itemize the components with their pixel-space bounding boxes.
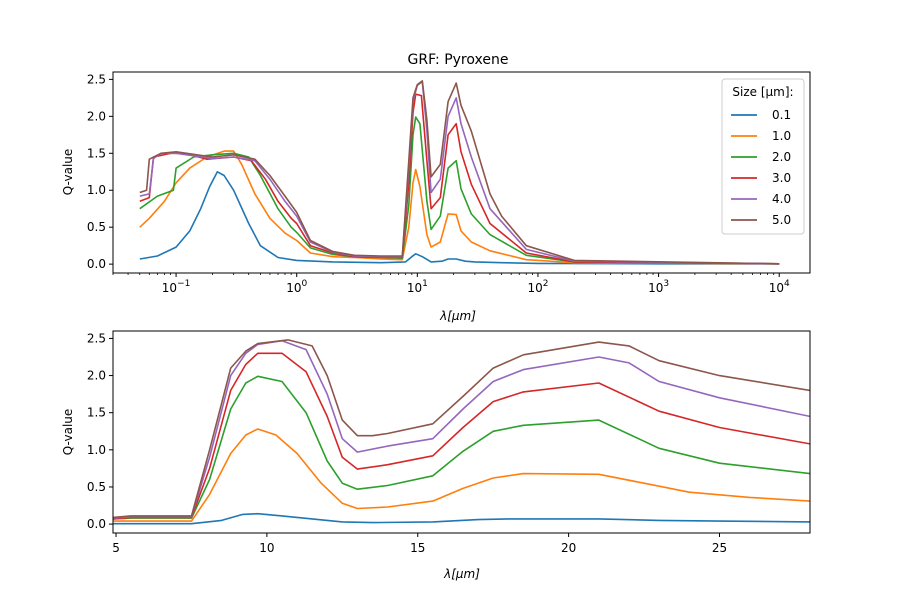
legend: Size [μm]: 0.1 1.0 2.0 3.0 4.0 5.0 [721,78,805,235]
series-line-0.1 [113,512,810,525]
legend-entry-label: 1.0 [772,129,791,143]
y-tick-label: 1.0 [87,183,106,197]
x-tick-label: 103 [648,279,669,295]
series-line-1.0 [113,428,810,522]
y-axis-label: Q-value [61,409,75,456]
legend-entry-label: 0.1 [772,108,791,122]
series-line-0.1 [139,171,780,265]
x-tick-label: 102 [527,279,548,295]
legend-entry-label: 3.0 [772,171,791,185]
y-tick-label: 0.0 [87,517,106,531]
x-tick-label: 5 [112,541,120,555]
y-axis-label: Q-value [61,149,75,196]
y-tick-label: 0.5 [87,480,106,494]
y-tick-label: 1.5 [87,146,106,160]
bottom-plot-area: 0.0 0.5 1.0 1.5 2.0 2.5 5 10 15 20 25 [87,330,811,555]
axes-frame [112,71,811,274]
x-tick-label: 101 [407,279,428,295]
series-line-4.0 [113,339,810,519]
legend-box [721,78,805,235]
x-tick-label: 10 [259,541,274,555]
x-tick-label: 20 [561,541,576,555]
y-tick-label: 0.0 [87,257,106,271]
series-line-2.0 [113,375,810,520]
y-tick-label: 2.0 [87,109,106,123]
y-tick-label: 1.0 [87,443,106,457]
series-line-5.0 [139,80,780,265]
x-axis-label: λ[μm] [443,567,480,581]
y-tick-label: 2.5 [87,331,106,345]
x-tick-label: 104 [769,279,790,295]
chart-title: GRF: Pyroxene [408,52,509,68]
y-tick-label: 2.0 [87,369,106,383]
y-tick-label: 1.5 [87,406,106,420]
y-tick-label: 2.5 [87,72,106,86]
x-tick-label: 15 [410,541,425,555]
top-plot-area: 0.0 0.5 1.0 1.5 2.0 2.5 10−1 100 101 102 103 104 [87,71,811,295]
series-line-3.0 [113,352,810,520]
legend-entry-label: 4.0 [772,192,791,206]
series-line-5.0 [113,339,810,519]
top-chart: GRF: Pyroxene 0.0 0.5 1.0 1.5 2.0 2.5 10−1 100 1… [61,52,811,323]
x-tick-label: 100 [286,279,307,295]
y-tick-label: 0.5 [87,220,106,234]
legend-entry-label: 5.0 [772,213,791,227]
bottom-chart: 0.0 0.5 1.0 1.5 2.0 2.5 5 10 15 20 25 λ[μm] Q-valu… [61,330,811,581]
legend-entry-label: 2.0 [772,150,791,164]
x-tick-label: 25 [712,541,727,555]
axes-frame [112,330,811,534]
x-axis-label: λ[μm] [439,309,476,323]
legend-title: Size [μm]: [732,85,793,99]
x-tick-label: 10−1 [162,279,191,295]
